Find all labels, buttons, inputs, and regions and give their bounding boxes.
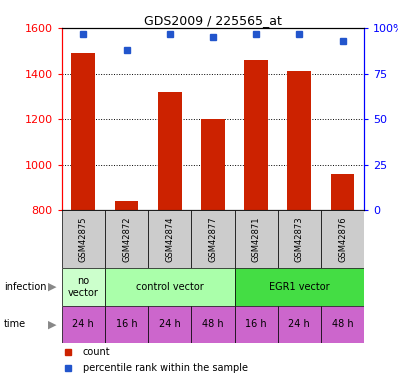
- Bar: [287, 71, 311, 210]
- Bar: [71, 53, 95, 210]
- Text: control vector: control vector: [136, 282, 204, 292]
- Text: 48 h: 48 h: [332, 320, 353, 329]
- Bar: [148, 210, 191, 268]
- Text: 24 h: 24 h: [289, 320, 310, 329]
- Bar: [191, 210, 234, 268]
- Text: ▶: ▶: [47, 320, 56, 329]
- Text: GSM42874: GSM42874: [165, 216, 174, 262]
- Text: GSM42877: GSM42877: [209, 216, 217, 262]
- Text: time: time: [4, 320, 26, 329]
- Bar: [148, 306, 191, 343]
- Bar: [201, 119, 225, 210]
- Text: 16 h: 16 h: [116, 320, 137, 329]
- Text: GSM42871: GSM42871: [252, 216, 261, 262]
- Bar: [234, 210, 278, 268]
- Bar: [321, 210, 364, 268]
- Text: 24 h: 24 h: [72, 320, 94, 329]
- Bar: [105, 268, 234, 306]
- Text: GSM42875: GSM42875: [79, 216, 88, 262]
- Text: no
vector: no vector: [68, 276, 99, 298]
- Text: percentile rank within the sample: percentile rank within the sample: [83, 363, 248, 373]
- Bar: [105, 306, 148, 343]
- Text: GSM42873: GSM42873: [295, 216, 304, 262]
- Bar: [115, 201, 139, 210]
- Bar: [321, 306, 364, 343]
- Text: ▶: ▶: [47, 282, 56, 292]
- Bar: [105, 210, 148, 268]
- Text: count: count: [83, 347, 111, 357]
- Bar: [62, 210, 105, 268]
- Bar: [244, 60, 268, 210]
- Bar: [331, 174, 355, 210]
- Bar: [158, 92, 181, 210]
- Text: 24 h: 24 h: [159, 320, 181, 329]
- Bar: [62, 306, 105, 343]
- Text: GSM42876: GSM42876: [338, 216, 347, 262]
- Bar: [278, 306, 321, 343]
- Bar: [278, 210, 321, 268]
- Text: EGR1 vector: EGR1 vector: [269, 282, 330, 292]
- Bar: [62, 268, 105, 306]
- Text: GSM42872: GSM42872: [122, 216, 131, 262]
- Bar: [234, 268, 364, 306]
- Text: 16 h: 16 h: [245, 320, 267, 329]
- Text: infection: infection: [4, 282, 47, 292]
- Bar: [191, 306, 234, 343]
- Text: 48 h: 48 h: [202, 320, 224, 329]
- Title: GDS2009 / 225565_at: GDS2009 / 225565_at: [144, 14, 282, 27]
- Bar: [234, 306, 278, 343]
